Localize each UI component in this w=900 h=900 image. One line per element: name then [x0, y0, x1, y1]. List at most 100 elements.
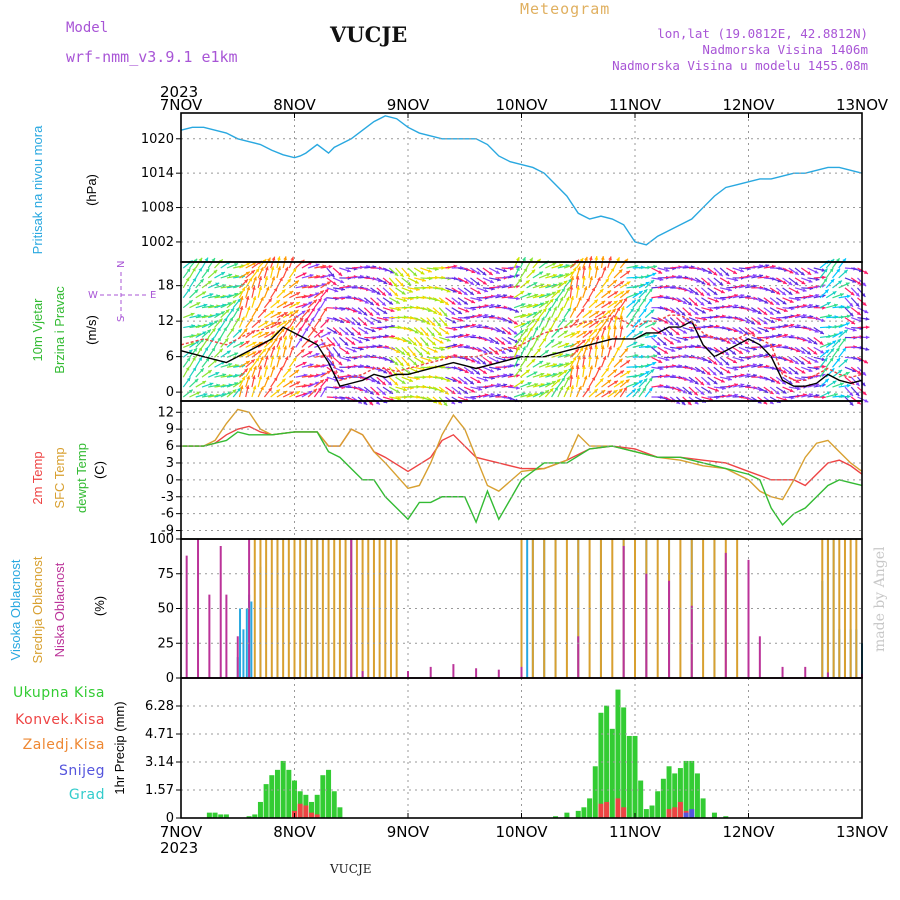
wind-arrow-head	[356, 321, 361, 326]
wind-arrow-head	[439, 389, 444, 393]
wind-arrow-head	[708, 270, 713, 274]
wind-arrow-head	[669, 321, 674, 326]
wind-arrow-head	[289, 291, 294, 295]
y-tick-label: 0	[166, 385, 174, 400]
wind-arrow-head	[550, 339, 555, 344]
wind-arrow-head	[488, 271, 493, 275]
wind-arrow-head	[794, 271, 799, 275]
wind-arrow-head	[185, 277, 190, 282]
station-title: VUCJE	[330, 22, 408, 47]
wind-arrow-head	[770, 319, 775, 323]
wind-arrow-head	[465, 308, 470, 313]
wind-arrow-head	[250, 359, 255, 364]
time-label-top: 10NOV	[495, 96, 548, 114]
wind-arrow-head	[338, 272, 343, 276]
precip-bar	[252, 814, 258, 818]
wind-arrow-head	[282, 320, 287, 325]
wind-arrow-head	[471, 269, 476, 274]
wind-arrow-head	[849, 302, 853, 307]
wind-arrow-head	[559, 296, 564, 301]
wind-arrow-head	[304, 327, 309, 332]
wind-arrow-head	[463, 380, 468, 385]
wind-arrow-head	[271, 256, 276, 261]
wind-arrow-head	[427, 268, 432, 273]
wind-arrow-head	[693, 391, 698, 396]
wind-arrow-head	[694, 311, 699, 315]
wind-arrow-head	[843, 269, 848, 274]
wind-arrow-head	[784, 333, 788, 338]
precip-bar	[666, 766, 672, 818]
wind-arrow-field	[182, 256, 870, 407]
wind-arrow-head	[188, 300, 193, 304]
wind-arrow-head	[578, 296, 582, 301]
wind-arrow-head	[445, 330, 450, 335]
wind-arrow-head	[420, 270, 425, 275]
precip-bar	[643, 809, 649, 818]
wind-arrow-head	[656, 341, 661, 346]
precip-bar	[314, 814, 320, 818]
precip-bar	[604, 801, 610, 818]
wind-arrow-head	[630, 308, 634, 313]
wind-arrow-head	[402, 338, 407, 343]
wind-arrow-head	[338, 361, 343, 366]
wind-arrow-head	[788, 370, 793, 375]
wind-arrow-head	[806, 350, 811, 355]
wind-arrow-head	[608, 345, 612, 350]
precip-bar	[337, 807, 343, 818]
wind-arrow-head	[800, 271, 805, 276]
wind-arrow-head	[226, 350, 231, 355]
wind-arrow-head	[401, 351, 405, 355]
precip-bar	[621, 807, 627, 818]
wind-arrow-head	[553, 317, 558, 322]
wind-arrow-head	[296, 302, 301, 306]
wind-arrow-head	[271, 365, 276, 370]
wind-arrow-head	[588, 355, 592, 360]
precip-bar	[592, 766, 598, 818]
wind-arrow-head	[864, 398, 869, 403]
wind-arrow-head	[535, 336, 539, 341]
wind-arrow-head	[239, 385, 244, 390]
wind-arrow-head	[195, 340, 200, 345]
wind-arrow-head	[700, 381, 705, 386]
y-tick-label: 1002	[141, 235, 174, 250]
wind-arrow-head	[463, 390, 468, 394]
wind-arrow-head	[794, 360, 799, 365]
wind-arrow-head	[855, 292, 860, 297]
wind-arrow-head	[789, 388, 794, 393]
wind-arrow-head	[465, 333, 470, 338]
wind-arrow-head	[277, 311, 282, 316]
wind-arrow-head	[648, 387, 653, 392]
y-tick-label: 1020	[141, 132, 174, 147]
wind-arrow-head	[561, 377, 565, 382]
wind-arrow-head	[300, 349, 305, 353]
wind-arrow-head	[241, 376, 245, 381]
wind-arrow-head	[290, 326, 294, 330]
wind-arrow-head	[668, 331, 673, 336]
wind-arrow-head	[807, 360, 812, 365]
wind-arrow-head	[640, 343, 645, 348]
wind-arrow-head	[451, 390, 456, 394]
wind-arrow-head	[500, 341, 505, 345]
wind-arrow-head	[618, 269, 623, 274]
wind-arrow-head	[244, 368, 248, 373]
wind-arrow-head	[801, 369, 806, 374]
wind-arrow-head	[788, 291, 793, 295]
wind-arrow-head	[757, 310, 762, 314]
wind-arrow-head	[582, 355, 587, 360]
wind-arrow-head	[769, 400, 774, 405]
wind-arrow-head	[650, 279, 655, 284]
wind-arrow-head	[833, 303, 838, 308]
wind-arrow-head	[745, 319, 750, 324]
y-tick-label: 4.71	[145, 727, 174, 742]
wind-arrow-head	[728, 377, 732, 381]
precip-bar	[212, 812, 218, 818]
wind-speed-line	[180, 320, 863, 388]
wind-arrow-head	[565, 362, 570, 366]
wind-arrow-head	[396, 349, 401, 353]
wind-arrow-head	[605, 278, 609, 283]
wind-arrow-head	[422, 278, 426, 282]
wind-arrow-head	[246, 306, 251, 311]
wind-arrow-head	[597, 276, 601, 281]
wind-arrow-head	[718, 272, 723, 277]
wind-arrow-head	[849, 312, 854, 317]
